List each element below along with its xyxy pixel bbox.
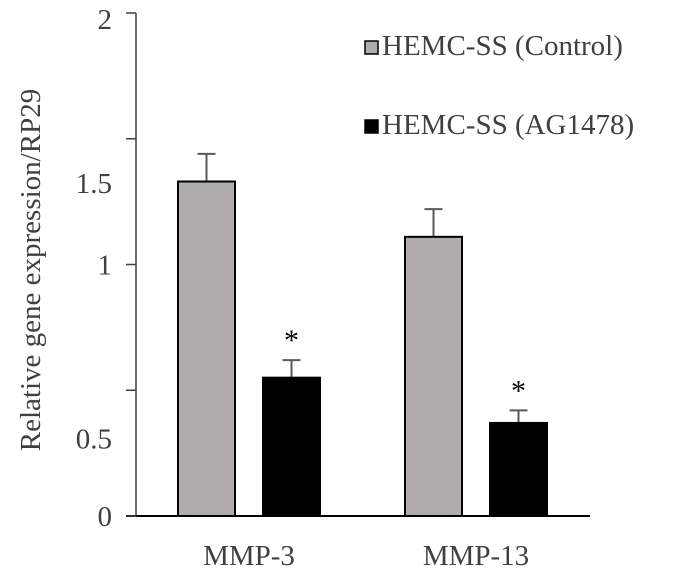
y-tick-label: 1.5 (76, 168, 112, 200)
significance-marker: * (284, 324, 299, 357)
legend-swatch (364, 119, 379, 134)
legend-label: HEMC-SS (Control) (382, 30, 623, 62)
y-tick-label: 0 (98, 501, 113, 533)
x-tick-label: MMP-13 (423, 540, 529, 572)
y-tick-label: 1 (98, 250, 113, 282)
legend-label: HEMC-SS (AG1478) (382, 109, 634, 141)
legend-swatch (364, 40, 379, 55)
y-axis-label: Relative gene expression/RP29 (15, 89, 47, 451)
bar-mmp-3-0 (177, 180, 236, 517)
x-tick-label: MMP-3 (203, 540, 295, 572)
y-tick-label: 2 (98, 4, 113, 36)
bar-mmp-3-1 (262, 376, 321, 517)
significance-marker: * (511, 374, 526, 407)
y-tick-label: 0.5 (76, 423, 112, 455)
bar-mmp-13-0 (404, 235, 463, 518)
bar-mmp-13-1 (489, 421, 548, 518)
